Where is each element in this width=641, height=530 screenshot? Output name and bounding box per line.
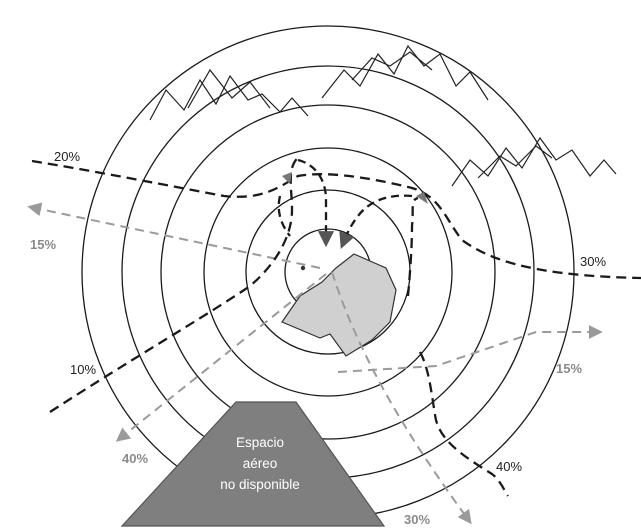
route-40-path [418,351,509,497]
route-west-label: 15% [30,237,56,252]
route-east-path [337,325,603,373]
distance-rings [81,25,575,519]
route-southwest-label: 40% [122,451,148,466]
route-arrow-marker-right [416,192,428,204]
route-40-label: 40% [496,459,522,474]
route-10-label: 10% [70,362,96,377]
dark-routes [31,155,641,497]
mountain-ridge-left-back [187,68,271,109]
route-20-path [31,159,641,280]
mountain-ridge-top-back [351,51,433,81]
arrival-branch-3 [339,194,413,249]
route-20-label: 20% [54,149,80,164]
airport-footprint [281,253,397,357]
route-arrow-marker-left [282,172,292,184]
ring-6 [81,25,575,519]
light-routes [27,202,603,525]
restricted-label-line-2: aéreo [243,456,278,471]
ring-4 [160,104,496,440]
mountain-ridge-right-back [477,145,553,179]
airport-reference-point [300,265,306,271]
mountain-ridges [149,44,617,187]
mountain-ridge-top [321,44,489,101]
ring-5 [121,65,535,479]
mountain-ridge-right [451,136,617,187]
ring-3 [203,147,453,397]
restricted-label-line-3: no disponible [220,477,300,492]
mountain-ridge-left [149,74,309,121]
restricted-airspace [120,401,386,527]
route-east-label: 15% [556,361,582,376]
route-10-path [49,155,301,413]
restricted-label-line-1: Espacio [236,435,284,450]
arrival-branch-1 [277,195,291,237]
route-30-path [406,196,419,297]
route-west-path [27,202,321,269]
route-south-path [331,271,472,525]
arrival-branches [277,158,413,249]
route-south-label: 30% [404,512,430,527]
arrival-branch-2 [297,158,335,248]
route-30-label: 30% [580,254,606,269]
